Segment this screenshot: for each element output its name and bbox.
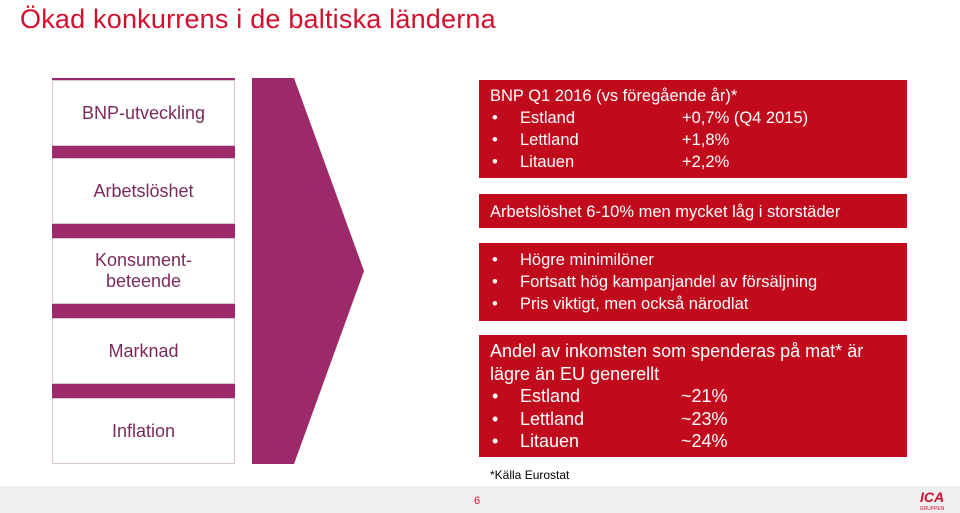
consumer-box: Högre minimilöner Fortsatt hög kampanjan…: [479, 243, 907, 321]
ica-logo-icon: ICA GRUPPEN: [914, 488, 950, 512]
list-item: Lettland ~23%: [490, 408, 907, 431]
market-country: Litauen: [520, 431, 580, 451]
list-item: Litauen ~24%: [490, 430, 907, 453]
label-gdp-text: BNP-utveckling: [81, 102, 206, 123]
footer-bar: [0, 486, 960, 513]
gdp-list: Estland +0,7% (Q4 2015) Lettland +1,8% Lit…: [490, 107, 907, 173]
gdp-country: Estland: [520, 109, 576, 127]
unemployment-header: Arbetslöshet 6-10% men mycket låg i stor…: [490, 203, 841, 221]
gdp-country: Lettland: [520, 131, 579, 149]
label-inflation: Inflation: [52, 398, 235, 464]
consumer-list: Högre minimilöner Fortsatt hög kampanjan…: [490, 249, 907, 315]
list-item: Estland ~21%: [490, 385, 907, 408]
label-unemployment: Arbetslöshet: [52, 158, 235, 224]
source-footnote: *Källa Eurostat: [490, 468, 570, 482]
list-item: Högre minimilöner: [490, 249, 907, 271]
market-header-line2: lägre än EU generellt: [490, 363, 660, 384]
label-market: Marknad: [52, 318, 235, 384]
market-box: Andel av inkomsten som spenderas på mat*…: [479, 335, 907, 457]
page-title: Ökad konkurrens i de baltiska länderna: [20, 4, 496, 34]
market-value: ~23%: [681, 408, 728, 429]
market-list: Estland ~21% Lettland ~23% Litauen ~24%: [490, 385, 907, 453]
market-value: ~24%: [681, 431, 728, 451]
chevron-arrow-icon: [252, 78, 364, 464]
list-item: Litauen +2,2%: [490, 151, 907, 173]
label-gdp: BNP-utveckling: [52, 80, 235, 146]
list-item: Pris viktigt, men också närodlat: [490, 293, 907, 315]
logo-subtext: GRUPPEN: [920, 506, 945, 512]
market-value: ~21%: [681, 386, 728, 406]
list-item: Lettland +1,8%: [490, 129, 907, 151]
label-consumer: Konsument- beteende: [52, 238, 235, 304]
unemployment-box: Arbetslöshet 6-10% men mycket låg i stor…: [479, 194, 907, 228]
label-unemployment-text: Arbetslöshet: [93, 180, 194, 201]
market-country: Estland: [520, 386, 581, 406]
market-header-line1: Andel av inkomsten som spenderas på mat*…: [490, 341, 864, 361]
gdp-box: BNP Q1 2016 (vs föregående år)* Estland +…: [479, 80, 907, 178]
label-consumer-text-1: Konsument-: [94, 250, 193, 270]
gdp-country: Litauen: [520, 153, 575, 171]
gdp-value: +0,7% (Q4 2015): [682, 109, 809, 127]
logo-text: ICA: [920, 489, 944, 505]
label-inflation-text: Inflation: [111, 420, 176, 441]
gdp-value: +1,8%: [682, 131, 730, 149]
page-number: 6: [474, 495, 481, 507]
gdp-value: +2,2%: [682, 153, 730, 171]
label-consumer-text-2: beteende: [105, 271, 182, 291]
label-market-text: Marknad: [108, 340, 179, 361]
gdp-header: BNP Q1 2016 (vs föregående år)*: [490, 87, 738, 105]
list-item: Fortsatt hög kampanjandel av försäljning: [490, 271, 907, 293]
list-item: Estland +0,7% (Q4 2015): [490, 107, 907, 129]
market-country: Lettland: [520, 408, 585, 429]
